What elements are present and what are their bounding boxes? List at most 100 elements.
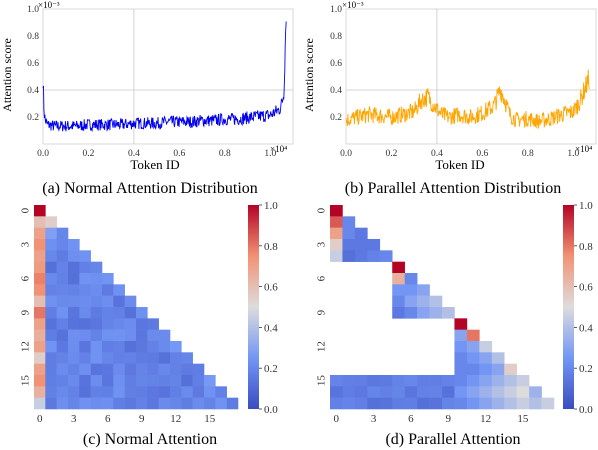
heatmap-cell bbox=[516, 375, 530, 387]
y-multiplier-label: ×10⁻³ bbox=[342, 0, 364, 10]
heatmap-cell bbox=[204, 386, 216, 398]
heatmap-cell bbox=[330, 397, 343, 410]
y-tick-label: 0.8 bbox=[27, 32, 39, 42]
heatmap-cell bbox=[392, 375, 405, 387]
heatmap-cell bbox=[417, 284, 430, 296]
heatmap-cell bbox=[45, 375, 57, 387]
heatmap-cell bbox=[491, 375, 505, 387]
heatmap-cell bbox=[45, 363, 57, 376]
heatmap-cell bbox=[392, 273, 405, 285]
heatmap-cell bbox=[124, 295, 137, 308]
colorbar-tick-label: 0.4 bbox=[264, 322, 278, 334]
heatmap-cell bbox=[79, 375, 91, 387]
heatmap-cell bbox=[158, 386, 171, 398]
colorbar bbox=[248, 205, 259, 409]
heatmap-cell bbox=[192, 386, 205, 398]
heatmap-cell bbox=[113, 375, 125, 387]
heatmap-cell bbox=[34, 239, 46, 251]
x-axis-label: Token ID bbox=[435, 157, 484, 172]
colorbar-tick-label: 0.0 bbox=[264, 404, 278, 416]
heatmap-cell bbox=[90, 261, 103, 274]
heatmap-cell bbox=[56, 250, 69, 262]
heatmap-cell bbox=[102, 318, 114, 330]
y-tick-label: 6 bbox=[20, 275, 32, 281]
heatmap-cell bbox=[113, 307, 125, 319]
heatmap-cell bbox=[379, 397, 393, 410]
heatmap-cell bbox=[68, 284, 80, 296]
heatmap-cell bbox=[56, 397, 69, 410]
heatmap-cell bbox=[68, 386, 80, 398]
colorbar-tick-label: 0.0 bbox=[579, 404, 593, 416]
heatmap-cell bbox=[466, 341, 480, 353]
heatmap-cell bbox=[45, 352, 57, 364]
y-tick-label: 9 bbox=[316, 309, 328, 315]
heatmap-cell bbox=[404, 397, 418, 410]
heatmap-cell bbox=[491, 352, 505, 364]
heatmap-cell bbox=[68, 329, 80, 342]
heatmap-cell bbox=[491, 386, 505, 398]
heatmap-cell bbox=[392, 261, 405, 274]
heatmap-cell bbox=[90, 307, 103, 319]
y-tick-label: 6 bbox=[316, 275, 328, 281]
heatmap-cell bbox=[417, 295, 430, 308]
heatmap-cell bbox=[404, 284, 418, 296]
heatmap-cell bbox=[417, 386, 430, 398]
heatmap-cell bbox=[56, 329, 69, 342]
panel-normal-distribution: Attention score ×10⁻³ ×10⁴ Token ID (a) … bbox=[0, 0, 294, 197]
heatmap-cell bbox=[79, 363, 91, 376]
heatmap-cell bbox=[79, 250, 91, 262]
heatmap-cell bbox=[124, 341, 137, 353]
heatmap-cell bbox=[113, 295, 125, 308]
heatmap-cell bbox=[330, 386, 343, 398]
heatmap-cell bbox=[79, 318, 91, 330]
x-tick-label: 1.0 bbox=[567, 149, 579, 159]
heatmap-cell bbox=[124, 329, 137, 342]
heatmap-cell bbox=[454, 329, 468, 342]
x-tick-label: 0.0 bbox=[37, 149, 49, 159]
panel-caption: (b) Parallel Attention Distribution bbox=[345, 180, 561, 197]
heatmap-cell bbox=[466, 363, 480, 376]
heatmap-cell bbox=[124, 375, 137, 387]
heatmap-cell bbox=[170, 375, 182, 387]
y-tick-label: 12 bbox=[316, 341, 328, 352]
heatmap-cell bbox=[79, 273, 91, 285]
heatmap-cell bbox=[516, 397, 530, 410]
heatmap-cell bbox=[56, 239, 69, 251]
heatmap-cell bbox=[34, 386, 46, 398]
heatmap-cell bbox=[79, 261, 91, 274]
heatmap-cell bbox=[34, 341, 46, 353]
heatmap-cell bbox=[90, 352, 103, 364]
heatmap-cell bbox=[504, 386, 517, 398]
heatmap-cell bbox=[136, 352, 148, 364]
heatmap-cell bbox=[90, 273, 103, 285]
panel-parallel-heatmap: (d) Parallel Attention 0 3 6 9 12 15 0 3 6 9 12 15 0… bbox=[316, 200, 594, 448]
heatmap-cell bbox=[124, 386, 137, 398]
panel-parallel-distribution: Attention score ×10⁻³ ×10⁴ Token ID (b) … bbox=[302, 0, 597, 197]
heatmap-cell bbox=[147, 318, 159, 330]
heatmap-cell bbox=[215, 397, 227, 410]
x-tick-label: 15 bbox=[517, 413, 529, 425]
y-tick-label: 0.8 bbox=[330, 32, 342, 42]
y-tick-label: 0.4 bbox=[27, 86, 39, 96]
heatmap-cell bbox=[79, 307, 91, 319]
heatmap-cell bbox=[102, 352, 114, 364]
heatmap-cell bbox=[147, 375, 159, 387]
heatmap-cell bbox=[45, 273, 57, 285]
heatmap-cell bbox=[56, 227, 69, 240]
heatmap-cell bbox=[442, 307, 455, 319]
heatmap-cell bbox=[330, 239, 343, 251]
colorbar-tick-label: 0.6 bbox=[579, 282, 593, 294]
heatmap-cell bbox=[79, 329, 91, 342]
heatmap-cell bbox=[68, 307, 80, 319]
x-tick-label: 0.8 bbox=[522, 149, 534, 159]
x-tick-label: 1.0 bbox=[264, 149, 276, 159]
heatmap-cell bbox=[454, 318, 468, 330]
heatmap-cell bbox=[215, 386, 227, 398]
heatmap-cell bbox=[102, 307, 114, 319]
heatmap-cell bbox=[529, 386, 542, 398]
heatmap-cell bbox=[68, 318, 80, 330]
heatmap-cell bbox=[192, 363, 205, 376]
heatmap-cell bbox=[158, 352, 171, 364]
heatmap-cell bbox=[541, 397, 555, 410]
heatmap-cell bbox=[466, 397, 480, 410]
